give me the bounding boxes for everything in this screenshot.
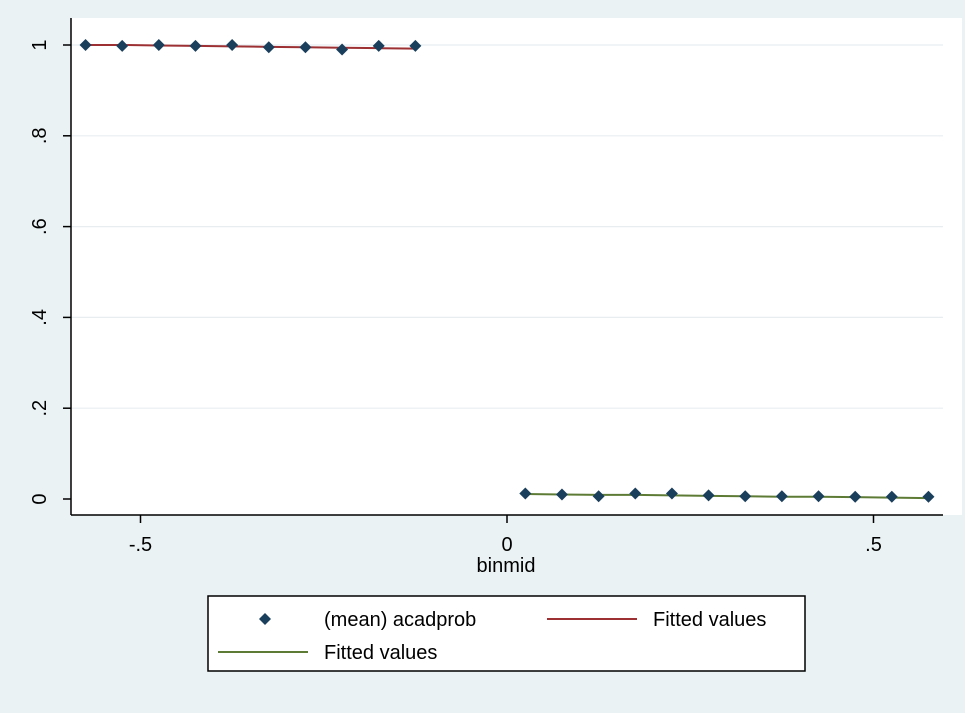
data-point	[555, 488, 568, 501]
legend: (mean) acadprob Fitted values Fitted value…	[207, 595, 806, 672]
y-tick-label: .6	[29, 218, 51, 235]
data-point	[885, 490, 898, 503]
x-tick-label: 0	[501, 534, 512, 556]
data-point	[702, 489, 715, 502]
legend-marker	[259, 613, 271, 625]
y-tick-label: .4	[29, 309, 51, 326]
data-point	[665, 487, 678, 500]
y-tick-label: 1	[29, 39, 51, 50]
data-point	[775, 490, 788, 503]
legend-label: Fitted values	[653, 609, 766, 631]
data-point	[79, 39, 92, 51]
data-point	[152, 39, 165, 51]
data-point	[116, 39, 129, 52]
data-point	[189, 39, 202, 52]
legend-box	[207, 595, 806, 672]
data-point	[409, 39, 422, 52]
grid-lines	[71, 44, 943, 409]
data-point	[372, 39, 385, 52]
x-tick-label: -.5	[129, 534, 152, 556]
data-point	[299, 41, 312, 54]
legend-label: (mean) acadprob	[324, 609, 476, 631]
y-tick-label: .8	[29, 127, 51, 144]
data-point	[849, 490, 862, 503]
data-point	[922, 490, 935, 503]
data-point	[262, 41, 275, 54]
y-tick-label: 0	[29, 493, 51, 504]
x-axis-label: binmid	[477, 555, 536, 577]
data-point	[519, 487, 532, 500]
legend-label: Fitted values	[324, 642, 437, 664]
data-point	[226, 39, 239, 51]
y-tick-label: .2	[29, 400, 51, 417]
data-point	[739, 490, 752, 503]
fitted-line	[85, 44, 416, 50]
series-layer	[79, 39, 935, 503]
data-point	[629, 487, 642, 500]
fitted-line	[525, 493, 929, 500]
axes: 0 .2 .4 .6 .8 1 -.5 0 .5	[29, 18, 943, 556]
data-point	[336, 43, 349, 56]
data-point	[592, 490, 605, 503]
data-point	[812, 490, 825, 503]
plot-area	[71, 18, 962, 515]
x-tick-label: .5	[865, 534, 882, 556]
